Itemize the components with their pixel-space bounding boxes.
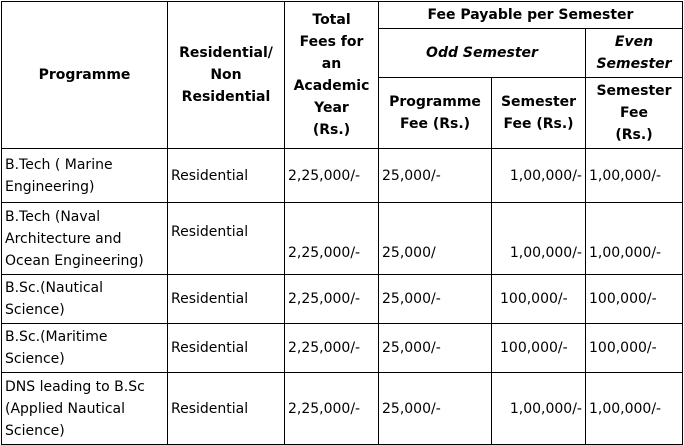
cell-programme-fee: 25,000/-: [378, 274, 492, 324]
table-row: B.Tech ( Marine Engineering) Residential…: [1, 148, 683, 203]
header-odd-semester: Odd Semester: [378, 28, 586, 78]
cell-semester-fee-even: 1,00,000/-: [585, 202, 683, 275]
header-even-semester: Even Semester: [585, 28, 683, 78]
header-programme-fee: Programme Fee (Rs.): [378, 77, 492, 149]
cell-semester-fee-odd: 1,00,000/-: [491, 202, 586, 275]
cell-residential: Residential: [167, 274, 285, 324]
cell-residential: Residential: [167, 202, 285, 275]
cell-total-fees: 2,25,000/-: [284, 202, 379, 275]
cell-total-fees: 2,25,000/-: [284, 274, 379, 324]
cell-semester-fee-odd: 100,000/-: [491, 274, 586, 324]
cell-programme-fee: 25,000/-: [378, 323, 492, 373]
header-semester-fee-even: Semester Fee (Rs.): [585, 77, 683, 149]
cell-programme: B.Sc.(Maritime Science): [1, 323, 168, 373]
header-fee-payable: Fee Payable per Semester: [378, 1, 683, 29]
cell-programme: DNS leading to B.Sc (Applied Nautical Sc…: [1, 372, 168, 445]
cell-programme: B.Tech (Naval Architecture and Ocean Eng…: [1, 202, 168, 275]
cell-semester-fee-odd: 1,00,000/-: [491, 148, 586, 203]
table-row: B.Tech (Naval Architecture and Ocean Eng…: [1, 202, 683, 275]
cell-programme: B.Tech ( Marine Engineering): [1, 148, 168, 203]
header-programme: Programme: [1, 1, 168, 149]
cell-programme-fee: 25,000/-: [378, 148, 492, 203]
cell-programme-fee: 25,000/: [378, 202, 492, 275]
table-row: B.Sc.(Nautical Science) Residential 2,25…: [1, 274, 683, 324]
header-residential: Residential/ Non Residential: [167, 1, 285, 149]
table-row: B.Sc.(Maritime Science) Residential 2,25…: [1, 323, 683, 373]
cell-total-fees: 2,25,000/-: [284, 148, 379, 203]
header-total-fees: Total Fees for an Academic Year (Rs.): [284, 1, 379, 149]
cell-semester-fee-odd: 1,00,000/-: [491, 372, 586, 445]
cell-semester-fee-odd: 100,000/-: [491, 323, 586, 373]
cell-residential: Residential: [167, 148, 285, 203]
cell-semester-fee-even: 1,00,000/-: [585, 148, 683, 203]
cell-semester-fee-even: 100,000/-: [585, 274, 683, 324]
cell-semester-fee-even: 100,000/-: [585, 323, 683, 373]
header-semester-fee-odd: Semester Fee (Rs.): [491, 77, 586, 149]
cell-programme: B.Sc.(Nautical Science): [1, 274, 168, 324]
cell-total-fees: 2,25,000/-: [284, 323, 379, 373]
cell-residential: Residential: [167, 323, 285, 373]
